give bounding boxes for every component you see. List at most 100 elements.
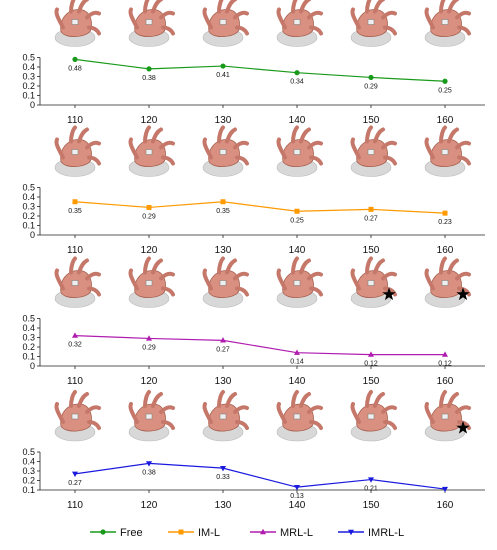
y-tick-label: 0.5 — [22, 53, 35, 63]
hand-grasp-icon — [53, 0, 101, 49]
x-tick-label: 150 — [363, 115, 380, 126]
legend-label: IM-L — [198, 527, 220, 539]
hand-grasp-icon — [423, 0, 471, 49]
series-line-Free — [74, 58, 446, 82]
y-tick-label: 0.2 — [22, 476, 35, 486]
x-tick-label: 160 — [437, 245, 454, 256]
data-label: 0.23 — [438, 219, 452, 226]
data-label: 0.25 — [290, 217, 304, 224]
data-point — [146, 204, 152, 210]
data-point — [294, 484, 300, 491]
data-label: 0.48 — [68, 65, 82, 72]
data-label: 0.34 — [290, 79, 304, 86]
hand-grasp-icon — [201, 0, 249, 49]
y-tick-label: 0.1 — [22, 221, 35, 231]
x-tick-label: 150 — [363, 500, 380, 511]
legend-label: IMRL-L — [368, 527, 404, 539]
hand-grasp-icon — [53, 256, 101, 310]
chart-panel-4: 0.10.20.30.40.5 110 120 130 140 150 160 0.27 0.3… — [22, 390, 485, 511]
y-tick-label: 0.4 — [22, 323, 35, 333]
y-tick-label: 0.1 — [22, 352, 35, 362]
legend-label: Free — [120, 527, 143, 539]
data-label: 0.12 — [438, 361, 452, 368]
x-tick-label: 130 — [215, 500, 232, 511]
data-point — [72, 56, 78, 63]
data-point — [146, 335, 152, 341]
data-label: 0.35 — [216, 208, 230, 215]
hand-grasp-icon — [53, 390, 101, 443]
hand-grasp-icon — [423, 125, 471, 179]
hand-grasp-icon — [349, 0, 397, 49]
data-label: 0.35 — [68, 208, 82, 215]
y-tick-label: 0.4 — [22, 192, 35, 202]
data-label: 0.14 — [290, 359, 304, 366]
data-label: 0.27 — [216, 346, 230, 353]
y-tick-label: 0 — [30, 361, 35, 371]
x-tick-label: 140 — [289, 115, 306, 126]
series-line-IMRL-L — [74, 462, 446, 490]
data-point — [220, 337, 226, 343]
data-point — [294, 349, 300, 355]
x-tick-label: 120 — [141, 500, 158, 511]
data-label: 0.25 — [438, 87, 452, 94]
hand-grasp-icon — [423, 390, 471, 443]
x-tick-label: 160 — [437, 376, 454, 387]
x-tick-label: 130 — [215, 245, 232, 256]
x-tick-label: 120 — [141, 376, 158, 387]
x-tick-label: 110 — [67, 115, 83, 126]
legend-item-IMRL-L: IMRL-L — [338, 527, 404, 539]
y-tick-label: 0.5 — [22, 314, 35, 324]
data-point — [294, 70, 300, 76]
data-label: 0.12 — [364, 361, 378, 368]
y-tick-label: 0 — [30, 100, 35, 110]
data-point — [368, 206, 374, 212]
data-label: 0.38 — [142, 469, 156, 476]
x-tick-label: 120 — [141, 115, 158, 126]
x-tick-label: 140 — [289, 500, 306, 511]
data-point — [146, 461, 152, 467]
data-label: 0.41 — [216, 72, 230, 79]
x-tick-label: 150 — [363, 245, 380, 256]
y-tick-label: 0.4 — [22, 62, 35, 72]
legend-item-MRL-L: MRL-L — [250, 527, 313, 539]
hand-grasp-icon — [127, 390, 175, 443]
legend: Free IM-L MRL-L IMRL-L — [90, 527, 404, 539]
hand-grasp-icon — [349, 125, 397, 179]
legend-item-IM-L: IM-L — [168, 527, 220, 539]
y-tick-label: 0.5 — [22, 447, 35, 457]
legend-marker — [348, 529, 354, 536]
data-point — [72, 199, 78, 205]
y-tick-label: 0.4 — [22, 457, 35, 467]
hand-grasp-icon — [275, 0, 323, 49]
data-point — [442, 486, 448, 493]
legend-marker — [100, 529, 106, 535]
y-tick-label: 0.2 — [22, 211, 35, 221]
legend-marker — [260, 528, 266, 535]
hand-grasp-icon — [275, 390, 323, 443]
data-label: 0.38 — [142, 75, 156, 82]
hand-grasp-icon — [275, 256, 323, 310]
hand-grasp-icon — [53, 125, 101, 179]
data-label: 0.29 — [364, 83, 378, 90]
data-point — [442, 351, 448, 357]
data-label: 0.33 — [216, 474, 230, 481]
series-line-MRL-L — [74, 335, 445, 356]
data-label: 0.21 — [364, 486, 378, 493]
hand-grasp-icon — [275, 125, 323, 179]
data-point — [220, 199, 226, 205]
legend-marker — [178, 529, 184, 535]
data-label: 0.29 — [142, 344, 156, 351]
data-point — [72, 332, 78, 338]
data-point — [368, 477, 374, 483]
x-tick-label: 130 — [215, 115, 232, 126]
y-tick-label: 0.3 — [22, 333, 35, 343]
hand-grasp-icon — [127, 256, 175, 310]
hand-grasp-icon — [201, 256, 249, 310]
y-tick-label: 0.3 — [22, 466, 35, 476]
data-point — [368, 351, 374, 357]
hand-grasp-icon — [127, 0, 175, 49]
y-tick-label: 0.3 — [22, 202, 35, 212]
data-label: 0.29 — [142, 213, 156, 220]
